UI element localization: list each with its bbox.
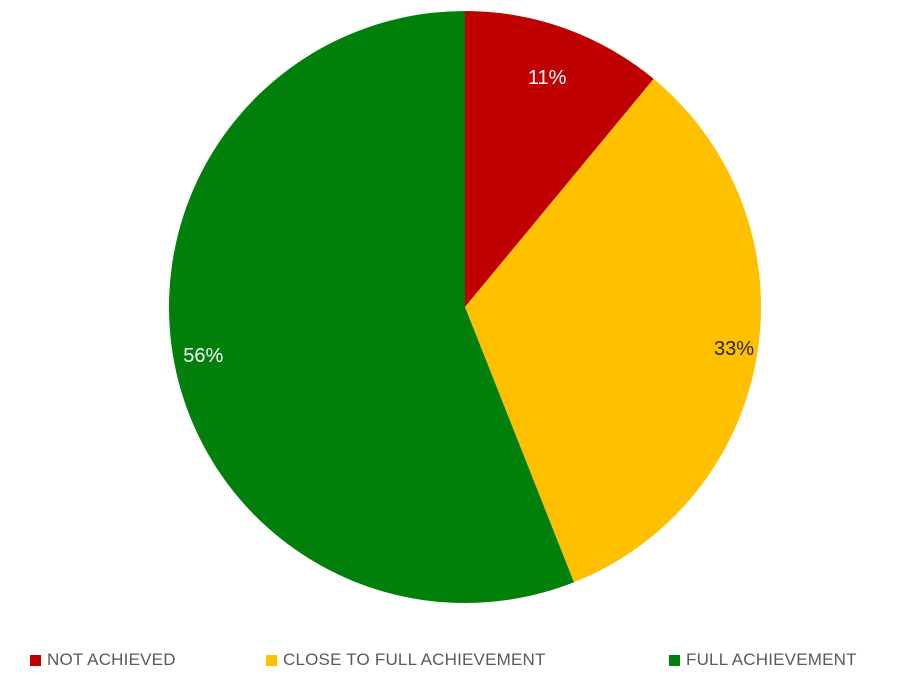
legend-label-close-to-full-achievement: CLOSE TO FULL ACHIEVEMENT <box>283 650 546 669</box>
pie-slice-full-achievement <box>168 10 574 604</box>
data-label-close-to-full-achievement: 33% <box>714 338 754 360</box>
legend-swatch-full-achievement <box>669 654 680 666</box>
pie-slice-not-achieved <box>465 11 654 307</box>
legend-swatch-close-to-full-achievement <box>266 654 277 666</box>
legend-swatch-not-achieved <box>30 654 41 666</box>
chart-legend: NOT ACHIEVED CLOSE TO FULL ACHIEVEMENT F… <box>0 648 924 676</box>
pie-chart: 11% 33% 56% <box>168 10 761 604</box>
pie-slice-close-to-full-achievement <box>465 78 761 583</box>
legend-item-full-achievement: FULL ACHIEVEMENT <box>669 648 857 672</box>
legend-item-not-achieved: NOT ACHIEVED <box>30 648 176 672</box>
pie-slices <box>168 10 761 604</box>
data-label-full-achievement: 56% <box>183 345 223 367</box>
legend-item-close-to-full-achievement: CLOSE TO FULL ACHIEVEMENT <box>266 648 546 672</box>
data-label-not-achieved: 11% <box>528 67 567 89</box>
legend-label-not-achieved: NOT ACHIEVED <box>47 650 176 669</box>
pie-data-labels: 11% 33% 56% <box>183 67 754 367</box>
legend-label-full-achievement: FULL ACHIEVEMENT <box>686 650 857 669</box>
